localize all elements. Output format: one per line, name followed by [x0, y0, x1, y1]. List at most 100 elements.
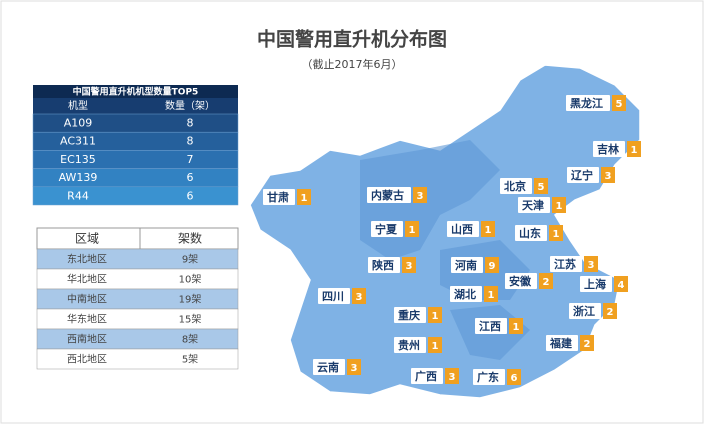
- china-map: [249, 64, 641, 399]
- province-name: 北京: [504, 179, 526, 193]
- count-box: [549, 225, 563, 241]
- province-name: 浙江: [573, 304, 595, 318]
- province-count: 1: [553, 229, 560, 240]
- cell: A109: [64, 117, 93, 130]
- column-header: 区域: [75, 232, 99, 246]
- province-count: 1: [432, 311, 439, 322]
- province-label-bg: [447, 221, 479, 237]
- province-name: 山东: [519, 226, 541, 240]
- province-name: 广东: [477, 370, 499, 384]
- province-name: 甘肃: [267, 190, 289, 204]
- cell: 8架: [182, 334, 198, 346]
- count-box: [352, 288, 366, 304]
- cell: R44: [67, 189, 89, 202]
- province-name: 江西: [479, 319, 501, 333]
- province-name: 四川: [322, 290, 344, 303]
- province-label-bg: [566, 95, 610, 111]
- cell: 8: [187, 135, 194, 148]
- province-name: 河南: [455, 258, 477, 272]
- cell: 6: [187, 189, 194, 202]
- province-name: 山西: [451, 222, 473, 236]
- province-count: 1: [513, 322, 520, 333]
- cell: 西北地区: [67, 353, 107, 366]
- cell: 10架: [179, 274, 202, 286]
- count-box: [539, 273, 553, 289]
- province-label-bg: [593, 141, 625, 157]
- count-box: [603, 303, 617, 319]
- count-box: [627, 141, 641, 157]
- province-name: 内蒙古: [371, 188, 404, 202]
- province-name: 辽宁: [571, 168, 593, 182]
- cell: 东北地区: [67, 253, 107, 266]
- count-box: [347, 359, 361, 375]
- province-name: 福建: [549, 336, 573, 350]
- count-box: [580, 335, 594, 351]
- cell: 华北地区: [67, 273, 107, 286]
- province-label-bg: [263, 189, 295, 205]
- province-label-bg: [550, 256, 582, 272]
- province-label-bg: [450, 286, 482, 302]
- province-count: 1: [488, 290, 495, 301]
- column-header: 机型: [68, 99, 88, 112]
- province-label-bg: [518, 197, 550, 213]
- province-label-bg: [475, 318, 507, 334]
- header-bg: [36, 227, 239, 250]
- column-header: 数量（架）: [165, 99, 215, 112]
- province-label-bg: [368, 257, 400, 273]
- province-count: 3: [406, 261, 413, 272]
- count-box: [509, 318, 523, 334]
- province-label-bg: [394, 307, 426, 323]
- cell: 5架: [182, 354, 198, 366]
- count-box: [428, 307, 442, 323]
- province-label-bg: [515, 225, 547, 241]
- province-label-bg: [394, 337, 426, 353]
- row-bg: [36, 348, 239, 370]
- province-label-bg: [569, 303, 601, 319]
- count-box: [485, 257, 499, 273]
- province-name: 贵州: [398, 338, 420, 352]
- cell: AC311: [60, 135, 96, 148]
- province-name: 江苏: [554, 257, 576, 271]
- count-box: [612, 95, 626, 111]
- province-label-bg: [313, 359, 345, 375]
- province-label-bg: [473, 369, 505, 385]
- count-box: [552, 197, 566, 213]
- count-box: [484, 286, 498, 302]
- province-label-bg: [371, 221, 403, 237]
- province-label-bg: [500, 178, 532, 194]
- province-label-bg: [567, 167, 599, 183]
- province-name: 湖北: [454, 287, 476, 301]
- province-count: 2: [607, 307, 614, 318]
- count-box: [297, 189, 311, 205]
- province-name: 天津: [522, 198, 544, 212]
- cell: AW139: [59, 171, 98, 184]
- count-box: [445, 368, 459, 384]
- cell: 15架: [179, 314, 202, 326]
- province-name: 黑龙江: [570, 96, 603, 110]
- count-box: [601, 167, 615, 183]
- cell: 19架: [179, 294, 202, 306]
- province-count: 1: [631, 145, 638, 156]
- province-name: 宁夏: [375, 222, 398, 236]
- count-box: [481, 221, 495, 237]
- header-bg: [33, 98, 238, 114]
- province-name: 吉林: [597, 142, 619, 156]
- province-name: 云南: [317, 360, 339, 374]
- province-count: 2: [543, 277, 550, 288]
- province-count: 1: [485, 225, 492, 236]
- province-label-bg: [505, 273, 537, 289]
- count-box: [402, 257, 416, 273]
- province-name: 上海: [584, 277, 606, 291]
- province-count: 3: [605, 171, 612, 182]
- cell: 西南地区: [67, 333, 107, 346]
- cell: 华东地区: [67, 313, 107, 326]
- table-title: 中国警用直升机机型数量TOP5: [73, 86, 199, 98]
- province-count: 1: [432, 341, 439, 352]
- map-labels: 黑龙江 5 吉林 1 辽宁 3 北京 5 天津 1 内蒙古 3 甘肃 1 宁夏 1 山西 1 山东 1 陕西 3 河南 9 江苏…: [263, 95, 641, 385]
- count-box: [507, 369, 521, 385]
- province-name: 陕西: [372, 258, 394, 272]
- province-name: 重庆: [398, 308, 420, 322]
- cell: 中南地区: [67, 293, 107, 306]
